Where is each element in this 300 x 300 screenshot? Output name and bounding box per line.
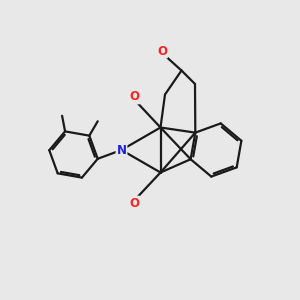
Text: O: O — [129, 90, 140, 104]
Text: O: O — [129, 196, 140, 210]
Text: N: N — [116, 143, 127, 157]
Text: O: O — [157, 44, 167, 58]
